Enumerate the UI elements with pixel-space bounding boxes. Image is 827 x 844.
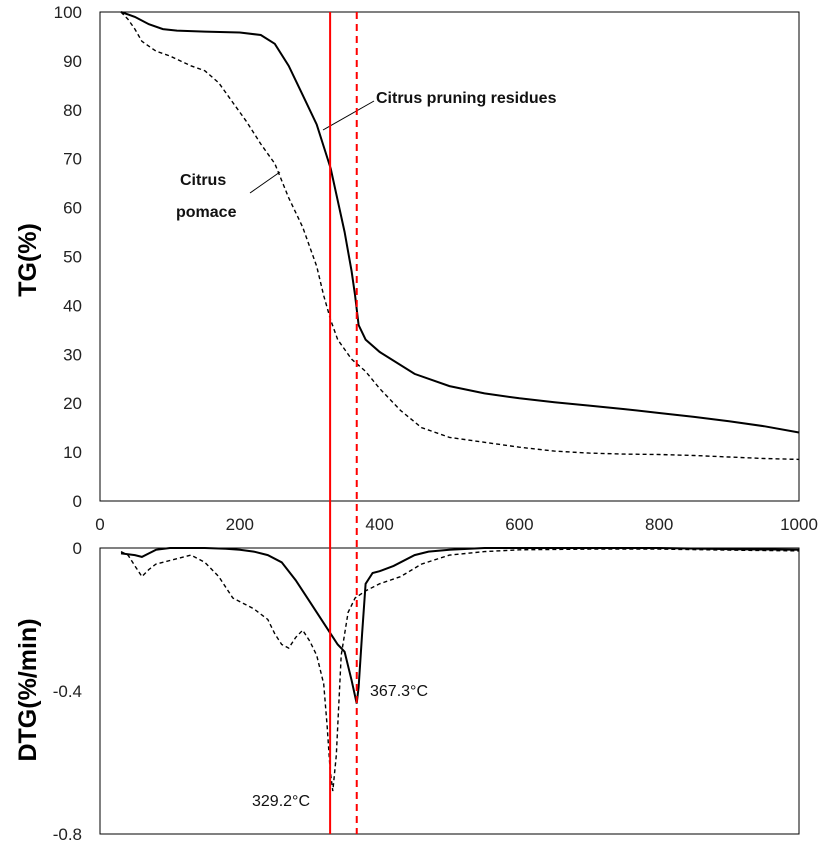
x-tick-label: 200 [226, 515, 254, 534]
tg-y-tick-label: 90 [63, 52, 82, 71]
annotation-pomace-line2: pomace [176, 204, 237, 221]
tg-plot-frame [99, 11, 800, 502]
dtg-y-tick-label: -0.4 [53, 682, 82, 701]
dtg-y-axis-title: DTG(%/min) [14, 618, 42, 761]
peak-label-pruning: 367.3°C [370, 683, 428, 700]
dtg-plot-frame [99, 547, 800, 835]
dtg-series-pomace-line [120, 548, 800, 792]
tg-y-tick-label: 70 [63, 150, 82, 169]
tg-y-tick-label: 0 [73, 492, 82, 511]
x-tick-label: 1000 [780, 515, 818, 534]
tg-y-tick-label: 50 [63, 248, 82, 267]
tg-y-axis-title: TG(%) [14, 223, 42, 297]
dtg-panel: 0 -0.4 -0.8 DTG(%/min) 367.3°C 329.2°C [14, 539, 800, 844]
tg-panel: 0 10 20 30 40 50 60 70 80 90 100 0 200 400 600 800 1000… [14, 3, 818, 534]
x-tick-label: 0 [95, 515, 104, 534]
dtg-y-ticks: 0 -0.4 -0.8 [53, 539, 82, 844]
tg-series-pruning-line [120, 11, 800, 434]
tg-x-ticks: 0 200 400 600 800 1000 [95, 515, 818, 534]
tg-series-pomace-line [120, 11, 800, 461]
tg-y-tick-label: 30 [63, 345, 82, 364]
tg-y-ticks: 0 10 20 30 40 50 60 70 80 90 100 [54, 3, 82, 511]
annotation-leader-pruning [322, 100, 375, 131]
annotation-pruning: Citrus pruning residues [376, 90, 557, 107]
tg-y-tick-label: 40 [63, 296, 82, 315]
x-tick-label: 800 [645, 515, 673, 534]
tg-y-tick-label: 20 [63, 394, 82, 413]
tg-y-tick-label: 100 [54, 3, 82, 22]
x-tick-label: 600 [505, 515, 533, 534]
tg-y-tick-label: 80 [63, 101, 82, 120]
dtg-series-pruning-line [120, 547, 800, 704]
tg-y-tick-label: 60 [63, 199, 82, 218]
peak-label-pomace: 329.2°C [252, 793, 310, 810]
x-tick-label: 400 [365, 515, 393, 534]
annotation-pomace-line1: Citrus [180, 172, 226, 189]
tg-y-tick-label: 10 [63, 443, 82, 462]
dtg-y-tick-label: 0 [73, 539, 82, 558]
dtg-y-tick-label: -0.8 [53, 825, 82, 844]
annotation-leader-pomace [249, 171, 281, 194]
